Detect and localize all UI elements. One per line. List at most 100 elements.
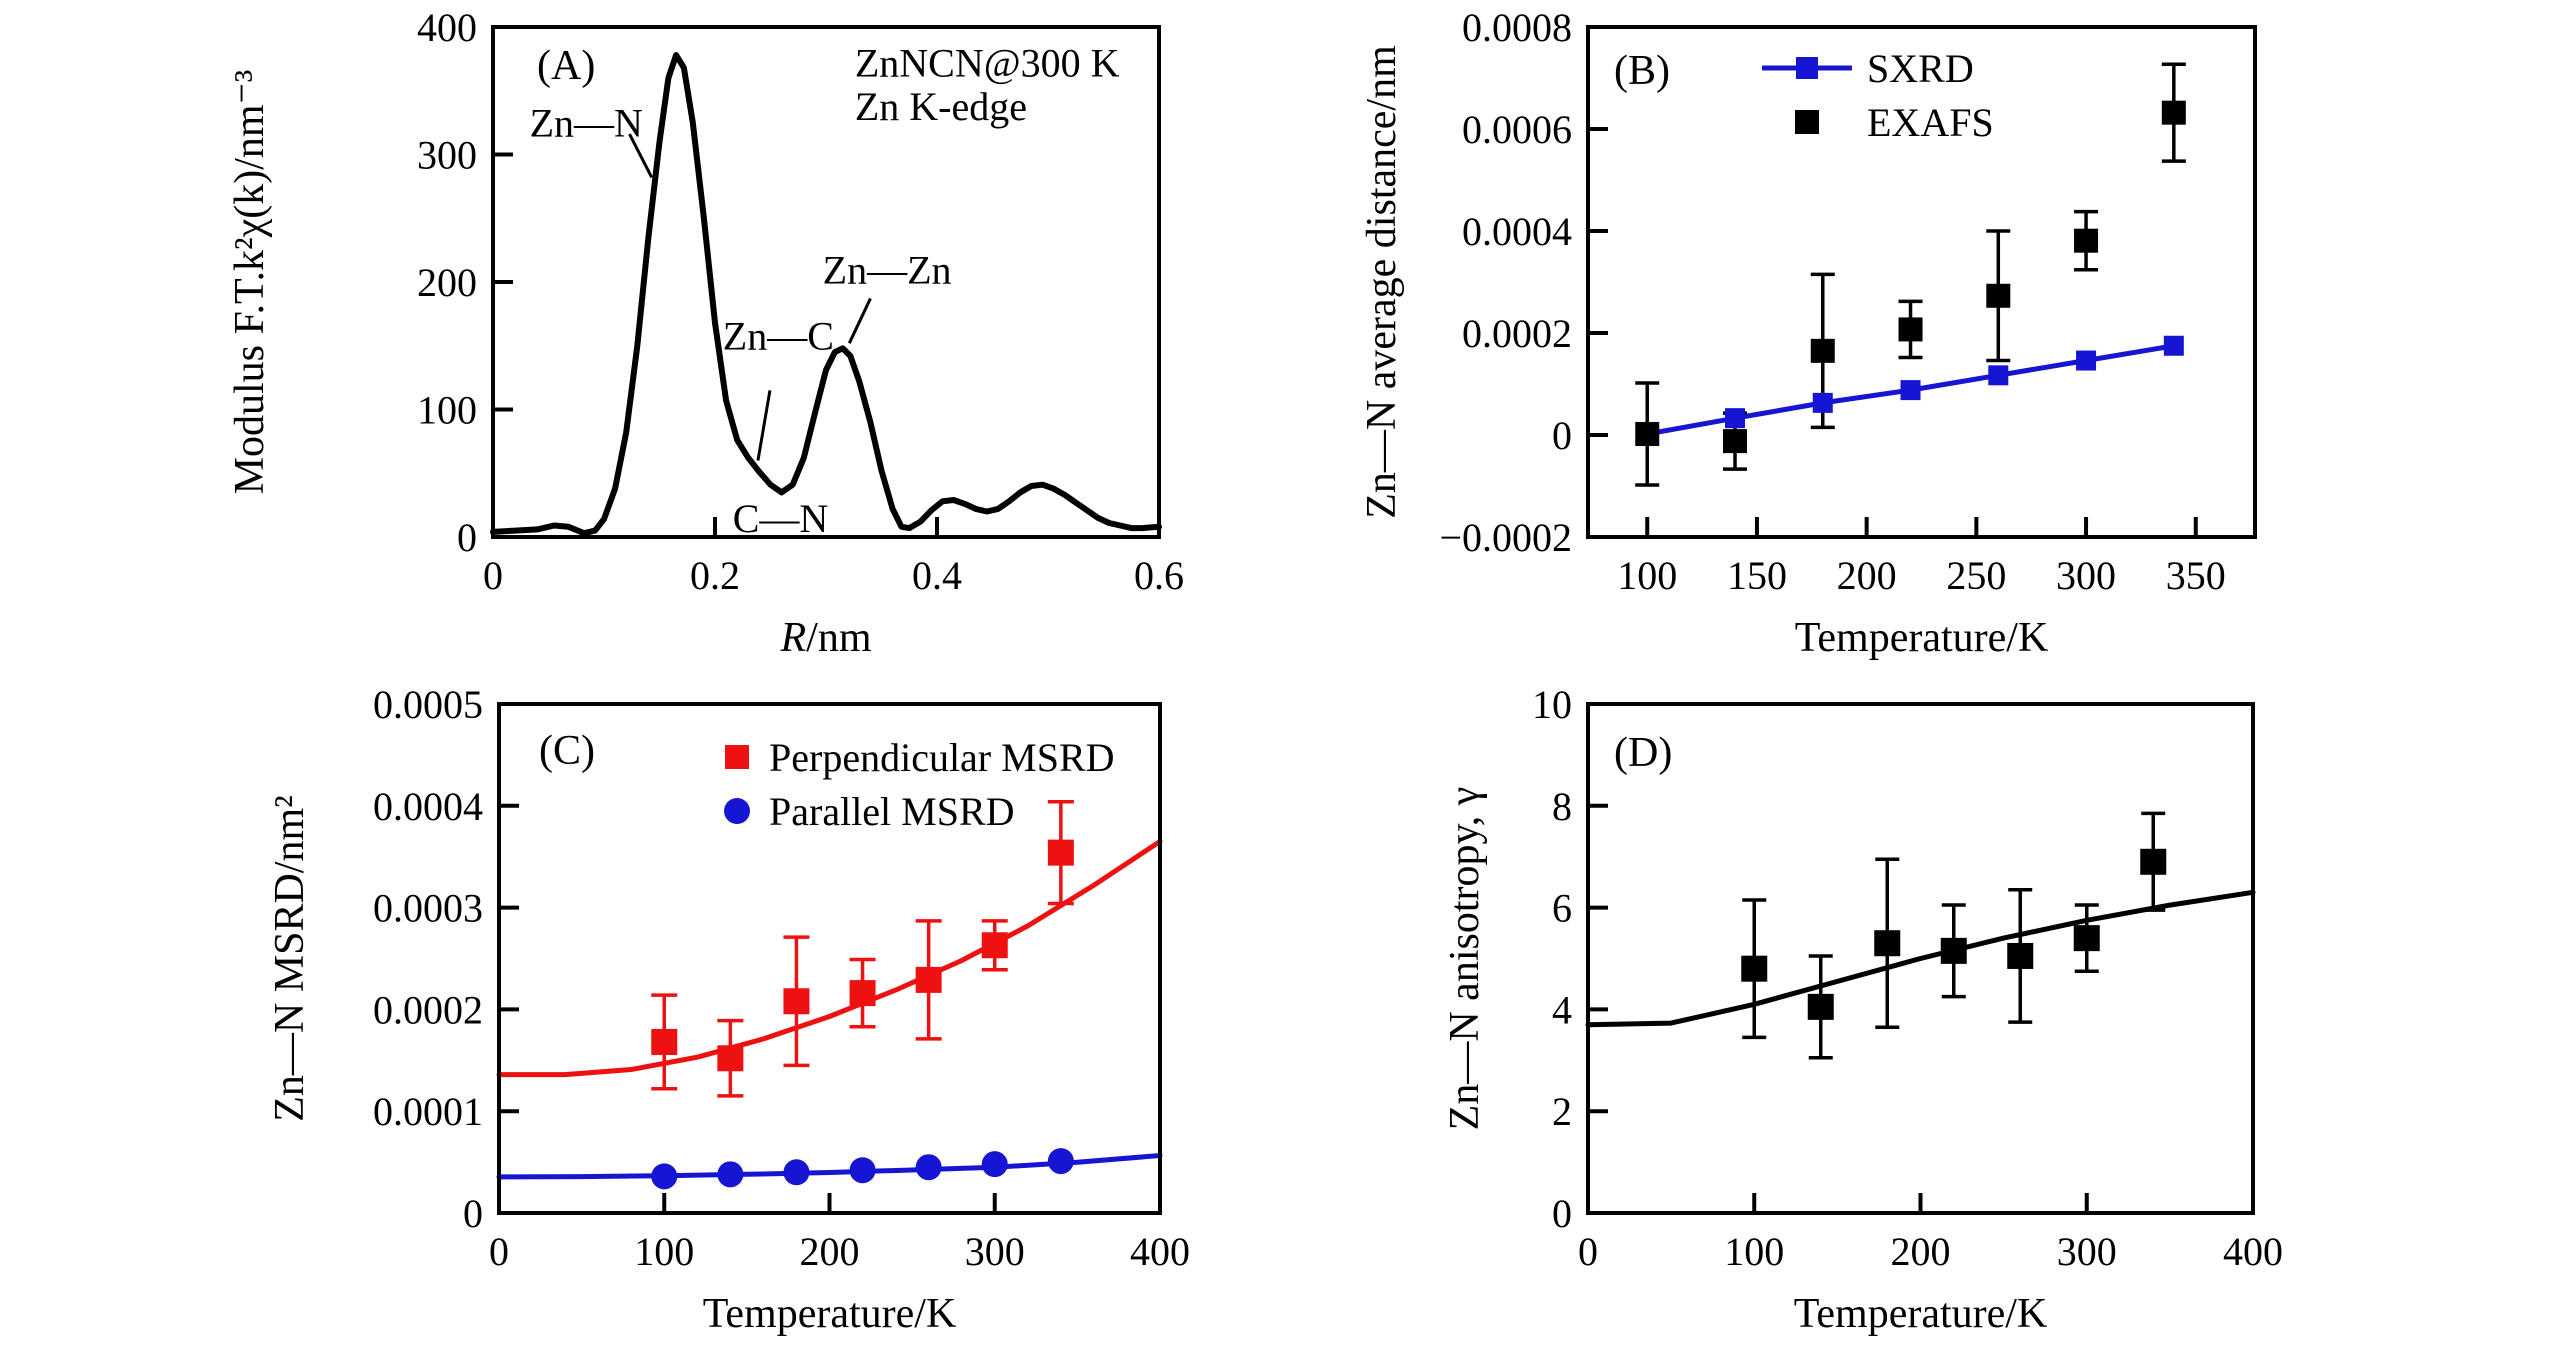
panel-a-leader-line: [756, 390, 772, 461]
panel-d-x-tick-label: 400: [2223, 1229, 2283, 1274]
panel-a-y-tick-label: 200: [417, 260, 477, 305]
panel-c-data-point-perpendicular-msrd: [915, 966, 942, 993]
panel-a-leader-line: [847, 297, 872, 344]
panel-b-data-point-sxrd: [1988, 365, 2009, 386]
panel-d-data-point-anisotropy-exafs: [2073, 925, 2100, 952]
panel-b-x-tick-label: 100: [1617, 553, 1677, 598]
panel-c-y-tick-label: 0.0005: [373, 682, 483, 727]
panel-d-x-tick-label: 0: [1578, 1229, 1598, 1274]
panel-a-y-tick-label: 100: [417, 388, 477, 433]
legend-label: SXRD: [1867, 46, 1974, 91]
panel-c-y-tick-label: 0.0001: [373, 1089, 483, 1134]
panel-b: 100 150 200 250 300 350 −0.0002 0 0.0002 0.0004 0.…: [1359, 5, 2257, 661]
panel-c-data-point-parallel-msrd: [783, 1159, 810, 1186]
panel-c-data-point-perpendicular-msrd: [717, 1045, 744, 1072]
panel-a-annotation-zn-k-edge: Zn K-edge: [855, 84, 1027, 129]
panel-d-x-tick-label: 300: [2057, 1229, 2117, 1274]
panel-d-y-tick-label: 0: [1552, 1191, 1572, 1236]
panel-b-data-point-sxrd: [2076, 350, 2097, 371]
panel-b-data-point-exafs: [2161, 100, 2186, 125]
panel-c-y-tick-label: 0.0002: [373, 987, 483, 1032]
legend-square-marker: [725, 745, 749, 769]
panel-b-y-axis-label: Zn—N average distance/nm: [1359, 45, 1405, 519]
panel-c-x-tick-label: 400: [1130, 1229, 1190, 1274]
panel-a-line-ft-magnitude-znncn-300k: [490, 52, 1162, 537]
panel-c-data-point-parallel-msrd: [915, 1154, 942, 1181]
panel-d-x-axis-label: Temperature/K: [1794, 1291, 2048, 1337]
panel-d-x-tick-label: 200: [1891, 1229, 1951, 1274]
panel-a-letter: (A): [537, 43, 595, 89]
panel-d-data-point-anisotropy-exafs: [1807, 993, 1834, 1020]
panel-c-data-point-perpendicular-msrd: [783, 988, 810, 1015]
panel-c-data-point-perpendicular-msrd: [849, 980, 876, 1007]
panel-a-x-tick-label: 0.6: [1134, 553, 1184, 598]
panel-d-y-tick-label: 2: [1552, 1089, 1572, 1134]
panel-c-data-point-perpendicular-msrd: [1047, 839, 1074, 866]
panel-d-x-tick-label: 100: [1724, 1229, 1784, 1274]
panel-d-y-tick-label: 4: [1552, 987, 1572, 1032]
panel-a-y-tick-label: 400: [417, 5, 477, 50]
panel-a: 0 0.2 0.4 0.6 0 100 200 300 400 R/nm Modulus F.T.k…: [227, 5, 1184, 661]
panel-a-x-tick-label: 0.2: [690, 553, 740, 598]
panel-c-x-tick-label: 100: [634, 1229, 694, 1274]
panel-a-annotation-c-n: C—N: [733, 496, 829, 541]
panel-a-y-tick-label: 300: [417, 133, 477, 178]
panel-d-line-anisotropy-model-fit: [1585, 889, 2256, 1028]
panel-c-letter: (C): [539, 728, 595, 774]
panel-c-data-point-parallel-msrd: [717, 1161, 744, 1188]
panel-a-annotation-zn-n: Zn—N: [530, 101, 643, 146]
panel-d-y-tick-label: 8: [1552, 784, 1572, 829]
panel-b-x-axis-label: Temperature/K: [1795, 615, 2049, 661]
panel-d-y-tick-label: 10: [1532, 682, 1572, 727]
panel-d-letter: (D): [1614, 730, 1672, 776]
panel-b-x-tick-label: 250: [1946, 553, 2006, 598]
panel-c-data-point-parallel-msrd: [849, 1157, 876, 1184]
panel-c: 0 100 200 300 400 0 0.0001 0.0002 0.0003 0.0004 0.…: [267, 682, 1190, 1337]
panel-b-x-tick-label: 200: [1837, 553, 1897, 598]
panel-a-annotation-zn-c: Zn—C: [723, 314, 834, 359]
panel-b-data-point-sxrd: [2163, 335, 2184, 356]
panel-d-data-point-anisotropy-exafs: [2007, 942, 2034, 969]
panel-b-y-tick-label: 0.0004: [1462, 209, 1572, 254]
legend-label: EXAFS: [1867, 100, 1994, 145]
panel-b-data-point-sxrd: [1812, 392, 1833, 413]
panel-c-legend-item-perpendicular-msrd: Perpendicular MSRD: [725, 735, 1115, 780]
panel-b-data-point-sxrd: [1900, 380, 1921, 401]
legend-label: Perpendicular MSRD: [769, 735, 1115, 780]
panel-b-x-tick-label: 350: [2166, 553, 2226, 598]
panel-b-data-point-exafs: [1810, 338, 1835, 363]
panel-b-data-point-exafs: [1898, 317, 1923, 342]
panel-c-x-tick-label: 200: [800, 1229, 860, 1274]
panel-c-data-point-parallel-msrd: [981, 1151, 1008, 1178]
panel-c-data-point-parallel-msrd: [651, 1163, 678, 1190]
panel-b-y-tick-label: −0.0002: [1439, 515, 1572, 560]
panel-b-x-tick-label: 300: [2056, 553, 2116, 598]
panel-c-y-tick-label: 0: [463, 1191, 483, 1236]
panel-c-x-axis-label: Temperature/K: [703, 1291, 957, 1337]
panel-b-data-point-exafs: [2074, 228, 2099, 253]
panel-b-legend-item-exafs: EXAFS: [1795, 100, 1994, 145]
panel-c-line-perpendicular-msrd-fit: [496, 838, 1163, 1078]
panel-c-y-tick-label: 0.0004: [373, 784, 483, 829]
panel-a-annotation-znncn-300-k: ZnNCN@300 K: [855, 41, 1120, 86]
panel-b-data-point-exafs: [1723, 429, 1748, 454]
panel-b-frame: [1586, 25, 2257, 539]
panel-c-x-tick-label: 0: [489, 1229, 509, 1274]
panel-a-leader-line: [628, 133, 654, 179]
panel-b-data-point-sxrd: [1725, 408, 1746, 429]
legend-square-marker: [1795, 110, 1819, 134]
panel-a-x-tick-label: 0: [483, 553, 503, 598]
legend-square-marker: [1796, 57, 1818, 79]
panel-d-y-tick-label: 6: [1552, 886, 1572, 931]
panel-c-legend-item-parallel-msrd: Parallel MSRD: [724, 789, 1015, 834]
panel-c-x-tick-label: 300: [965, 1229, 1025, 1274]
panel-a-x-tick-label: 0.4: [912, 553, 962, 598]
panel-b-x-tick-label: 150: [1727, 553, 1787, 598]
panel-b-y-tick-label: 0: [1552, 413, 1572, 458]
panel-a-y-axis-label: Modulus F.T.k²χ(k)/nm⁻³: [227, 70, 273, 495]
panel-a-x-axis-label: R/nm: [780, 615, 872, 661]
panel-a-y-tick-label: 0: [457, 515, 477, 560]
panel-c-y-axis-label: Zn—N MSRD/nm²: [267, 795, 313, 1121]
